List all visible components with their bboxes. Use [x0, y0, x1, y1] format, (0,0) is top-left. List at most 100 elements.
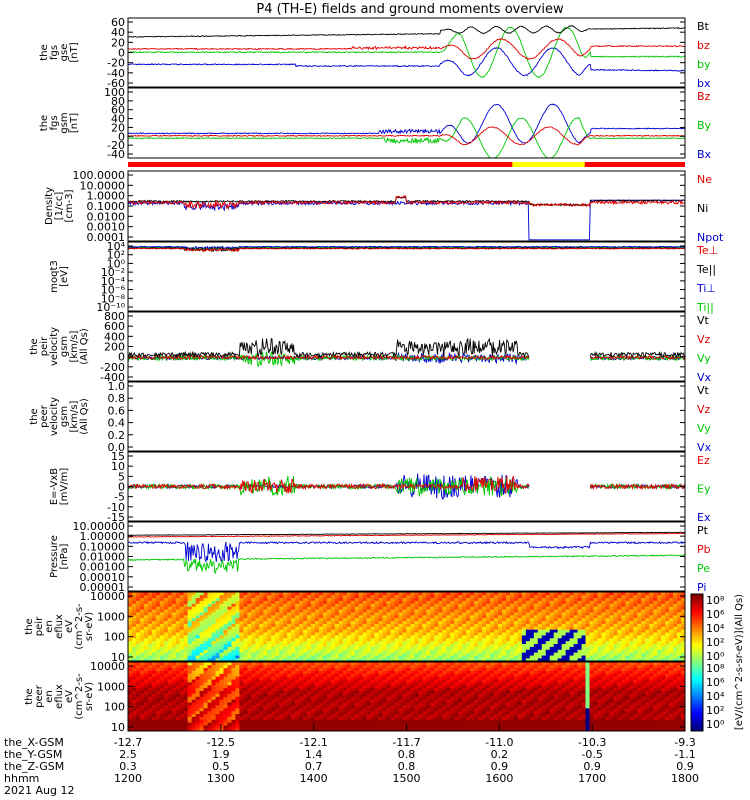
spectrogram-cell: [131, 719, 137, 723]
spectrogram-cell: [605, 600, 610, 604]
spectrogram-cell: [533, 594, 539, 599]
spectrogram-cell: [227, 705, 232, 709]
spectrogram-cell: [326, 716, 332, 720]
spectrogram-cell: [358, 629, 364, 633]
spectrogram-cell: [525, 643, 531, 647]
spectrogram-cell: [346, 676, 352, 680]
spectrogram-cell: [342, 612, 348, 616]
spectrogram-cell: [585, 592, 590, 596]
spectrogram-cell: [235, 682, 240, 686]
spectrogram-cell: [147, 612, 153, 616]
spectrogram-cell: [681, 632, 686, 636]
spectrogram-cell: [231, 673, 236, 677]
spectrogram-cell: [215, 617, 220, 622]
spectrogram-cell: [398, 623, 403, 627]
spectrogram-cell: [239, 626, 244, 630]
spectrogram-cell: [494, 606, 499, 610]
spectrogram-cell: [303, 673, 308, 677]
spectrogram-cell: [501, 629, 507, 633]
spectrogram-cell: [342, 699, 348, 703]
spectrogram-cell: [422, 638, 427, 642]
spectrogram-cell: [625, 615, 630, 619]
spectrogram-cell: [354, 679, 360, 683]
spectrogram-cell: [223, 620, 228, 624]
spectrogram-cell: [442, 620, 447, 624]
spectrogram-cell: [374, 635, 379, 639]
spectrogram-cell: [131, 635, 137, 639]
spectrogram-cell: [358, 646, 364, 650]
spectrogram-cell: [657, 643, 662, 647]
spectrogram-cell: [498, 649, 503, 653]
spectrogram-cell: [255, 676, 260, 680]
spectrogram-cell: [494, 617, 499, 622]
spectrogram-cell: [521, 612, 527, 616]
spectrogram-cell: [235, 722, 240, 726]
spectrogram-cell: [430, 629, 435, 633]
spectrogram-cell: [681, 603, 686, 607]
spectrogram-cell: [346, 623, 352, 627]
spectrogram-cell: [239, 673, 244, 677]
spectrogram-cell: [418, 635, 423, 639]
spectrogram-cell: [557, 629, 562, 633]
spectrogram-cell: [605, 606, 610, 610]
spectrogram-cell: [362, 652, 368, 656]
spectrogram-cell: [259, 725, 264, 729]
spectrogram-cell: [167, 696, 173, 700]
spectrogram-cell: [211, 643, 216, 647]
spectrogram-cell: [561, 597, 566, 601]
spectrogram-cell: [322, 629, 328, 633]
spectrogram-cell: [263, 679, 268, 683]
spectrogram-cell: [223, 606, 228, 610]
spectrogram-cell: [259, 705, 264, 709]
spectrogram-cell: [167, 690, 173, 694]
spectrogram-cell: [303, 725, 308, 729]
spectrogram-cell: [275, 638, 280, 642]
spectrogram-cell: [414, 603, 419, 607]
spectrogram-cell: [450, 638, 455, 642]
spectrogram-cell: [382, 632, 387, 636]
spectrogram-cell: [490, 617, 495, 622]
spectrogram-cell: [239, 676, 244, 680]
spectrogram-cell: [167, 592, 173, 596]
spectrogram-cell: [223, 702, 228, 706]
spectrogram-cell: [338, 658, 344, 662]
spectrogram-cell: [195, 670, 200, 674]
spectrogram-cell: [322, 640, 328, 645]
spectrogram-cell: [223, 705, 228, 709]
spectrogram-cell: [597, 597, 602, 601]
spectrogram-cell: [207, 612, 212, 616]
spectrogram-cell: [159, 612, 165, 616]
spectrogram-cell: [366, 690, 371, 694]
spectrogram-cell: [131, 682, 137, 686]
spectrogram-cell: [438, 597, 443, 601]
spectrogram-cell: [402, 609, 407, 613]
spectrogram-cell: [454, 609, 459, 613]
spectrogram-cell: [175, 615, 181, 619]
spectrogram-cell: [513, 632, 519, 636]
spectrogram-cell: [334, 658, 340, 662]
spectrogram-cell: [645, 629, 650, 633]
spectrogram-cell: [354, 699, 360, 703]
spectrogram-cell: [338, 722, 344, 726]
spectrogram-cell: [474, 649, 479, 653]
spectrogram-cell: [303, 667, 308, 671]
spectrogram-cell: [318, 629, 324, 633]
spectrogram-cell: [410, 620, 415, 624]
spectrogram-cell: [314, 690, 320, 694]
spectrogram-cell: [191, 623, 196, 627]
spectrogram-cell: [513, 620, 519, 624]
spectrogram-cell: [215, 725, 220, 729]
spectrogram-cell: [147, 652, 153, 656]
spectrogram-cell: [183, 722, 188, 726]
spectrogram-cell: [597, 640, 602, 645]
spectrogram-cell: [370, 664, 375, 669]
spectrogram-cell: [470, 646, 475, 650]
spectrogram-cell: [291, 667, 296, 671]
spectrogram-cell: [677, 620, 682, 624]
spectrogram-cell: [322, 646, 328, 650]
spectrogram-cell: [135, 629, 141, 633]
spectrogram-cell: [195, 693, 200, 697]
spectrogram-cell: [346, 646, 352, 650]
spectrogram-cell: [513, 626, 519, 630]
spectrogram-cell: [533, 626, 539, 630]
